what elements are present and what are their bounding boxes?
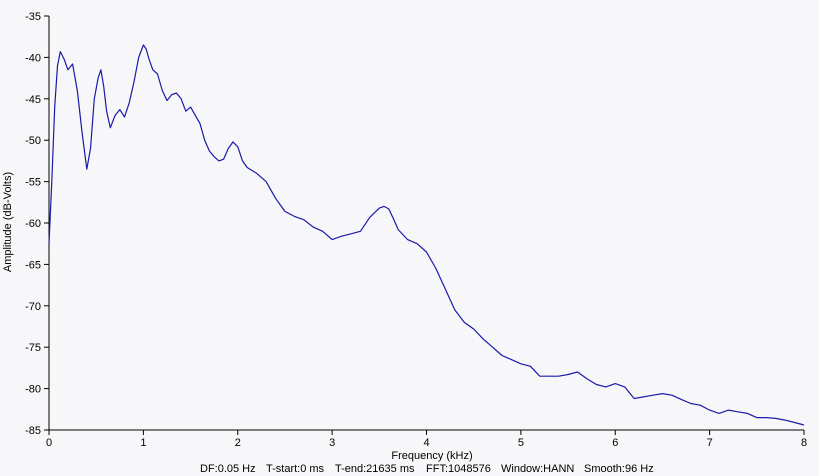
footer-t-start: T-start:0 ms: [266, 463, 325, 475]
y-axis-ticks: -35 -40 -45 -50 -55 -60 -65 -70 -75 -80 -85: [25, 11, 49, 437]
footer-df: DF:0.05 Hz: [200, 463, 256, 475]
footer-info: DF:0.05 Hz T-start:0 ms T-end:21635 ms F…: [200, 463, 654, 475]
x-tick-label: 5: [518, 437, 524, 449]
x-tick-label: 1: [140, 437, 146, 449]
y-tick-label: -65: [25, 259, 41, 271]
x-tick-label: 0: [46, 437, 52, 449]
x-axis-title: Frequency (kHz): [391, 450, 472, 462]
y-axis-title: Amplitude (dB-Volts): [2, 172, 14, 272]
y-tick-label: -85: [25, 425, 41, 437]
y-tick-label: -60: [25, 218, 41, 230]
x-tick-label: 3: [329, 437, 335, 449]
x-tick-label: 8: [801, 437, 807, 449]
y-tick-label: -55: [25, 177, 41, 189]
y-tick-label: -45: [25, 94, 41, 106]
footer-fft: FFT:1048576: [426, 463, 491, 475]
y-tick-label: -50: [25, 135, 41, 147]
y-tick-label: -40: [25, 52, 41, 64]
footer-smooth: Smooth:96 Hz: [584, 463, 654, 475]
x-tick-label: 7: [707, 437, 713, 449]
x-tick-label: 6: [612, 437, 618, 449]
y-tick-label: -75: [25, 342, 41, 354]
x-axis-ticks: 0 1 2 3 4 5 6 7 8: [46, 430, 807, 449]
y-tick-label: -80: [25, 384, 41, 396]
spectrum-series-line: [48, 44, 805, 426]
x-tick-label: 2: [235, 437, 241, 449]
footer-window: Window:HANN: [501, 463, 574, 475]
y-tick-label: -70: [25, 301, 41, 313]
x-tick-label: 4: [423, 437, 429, 449]
footer-t-end: T-end:21635 ms: [335, 463, 415, 475]
y-tick-label: -35: [25, 11, 41, 23]
